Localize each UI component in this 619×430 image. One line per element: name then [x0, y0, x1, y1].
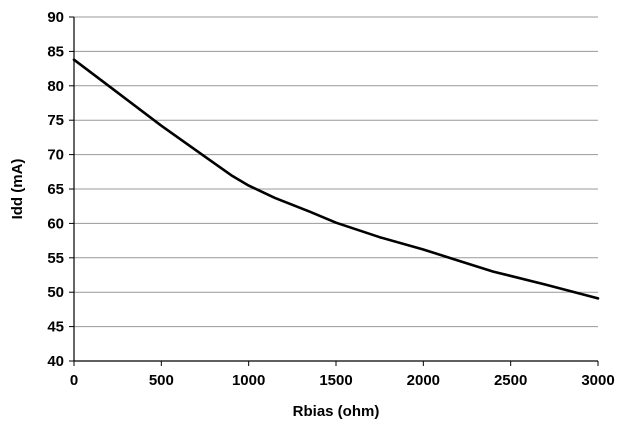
y-tick-label: 80	[47, 78, 64, 95]
x-tick-label: 2000	[407, 372, 440, 389]
gridlines	[74, 16, 598, 328]
y-tick-label: 60	[47, 215, 64, 232]
y-tick-label: 40	[47, 353, 64, 370]
x-tick-label: 1500	[319, 372, 352, 389]
y-tick-label: 50	[47, 284, 64, 301]
x-tick-label: 500	[149, 372, 174, 389]
y-tick-label: 75	[47, 112, 64, 129]
y-axis-ticks: 40 45 50 55 60 65 70 75 80 85 90	[47, 9, 74, 370]
y-tick-label: 90	[47, 9, 64, 26]
y-tick-label: 55	[47, 250, 64, 267]
x-axis-title: Rbias (ohm)	[293, 403, 380, 420]
y-tick-label: 70	[47, 147, 64, 164]
y-tick-label: 65	[47, 181, 64, 198]
x-tick-label: 2500	[494, 372, 527, 389]
y-tick-label: 45	[47, 319, 64, 336]
x-tick-label: 3000	[581, 372, 614, 389]
x-axis-ticks: 0 500 1000 1500 2000 2500 3000	[70, 361, 615, 389]
x-tick-label: 1000	[232, 372, 265, 389]
series-line	[72, 58, 600, 300]
x-tick-label: 0	[70, 372, 78, 389]
y-tick-label: 85	[47, 43, 64, 60]
y-axis-title: Idd (mA)	[9, 159, 26, 220]
